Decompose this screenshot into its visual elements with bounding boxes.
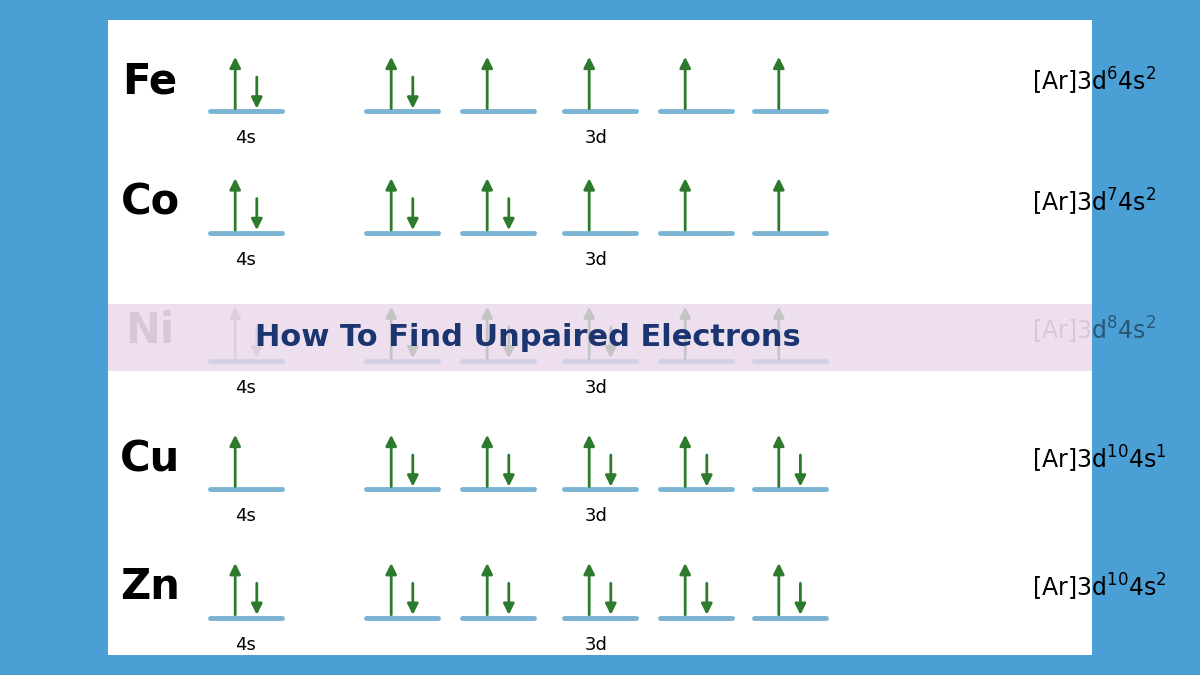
Text: [Ar]3d$^{10}$4s$^2$: [Ar]3d$^{10}$4s$^2$ [1032,572,1166,603]
Text: Co: Co [120,182,180,223]
Text: 4s: 4s [235,508,257,525]
Text: [Ar]3d$^7$4s$^2$: [Ar]3d$^7$4s$^2$ [1032,187,1157,218]
Text: 3d: 3d [584,379,607,397]
Bar [108,304,1092,371]
Text: Fe: Fe [122,60,178,102]
Text: 3d: 3d [584,251,607,269]
Text: 4s: 4s [235,636,257,653]
Text: 4s: 4s [235,251,257,269]
Text: 4s: 4s [235,379,257,397]
Text: Cu: Cu [120,438,180,480]
Bar [108,20,1092,655]
Text: 3d: 3d [584,130,607,147]
Text: How To Find Unpaired Electrons: How To Find Unpaired Electrons [256,323,800,352]
Text: [Ar]3d$^{10}$4s$^1$: [Ar]3d$^{10}$4s$^1$ [1032,443,1166,475]
Text: 3d: 3d [584,636,607,653]
Text: 4s: 4s [235,130,257,147]
Text: [Ar]3d$^6$4s$^2$: [Ar]3d$^6$4s$^2$ [1032,65,1157,97]
Text: Zn: Zn [120,566,180,608]
Text: Ni: Ni [126,310,174,352]
Text: [Ar]3d$^8$4s$^2$: [Ar]3d$^8$4s$^2$ [1032,315,1157,346]
Text: 3d: 3d [584,508,607,525]
